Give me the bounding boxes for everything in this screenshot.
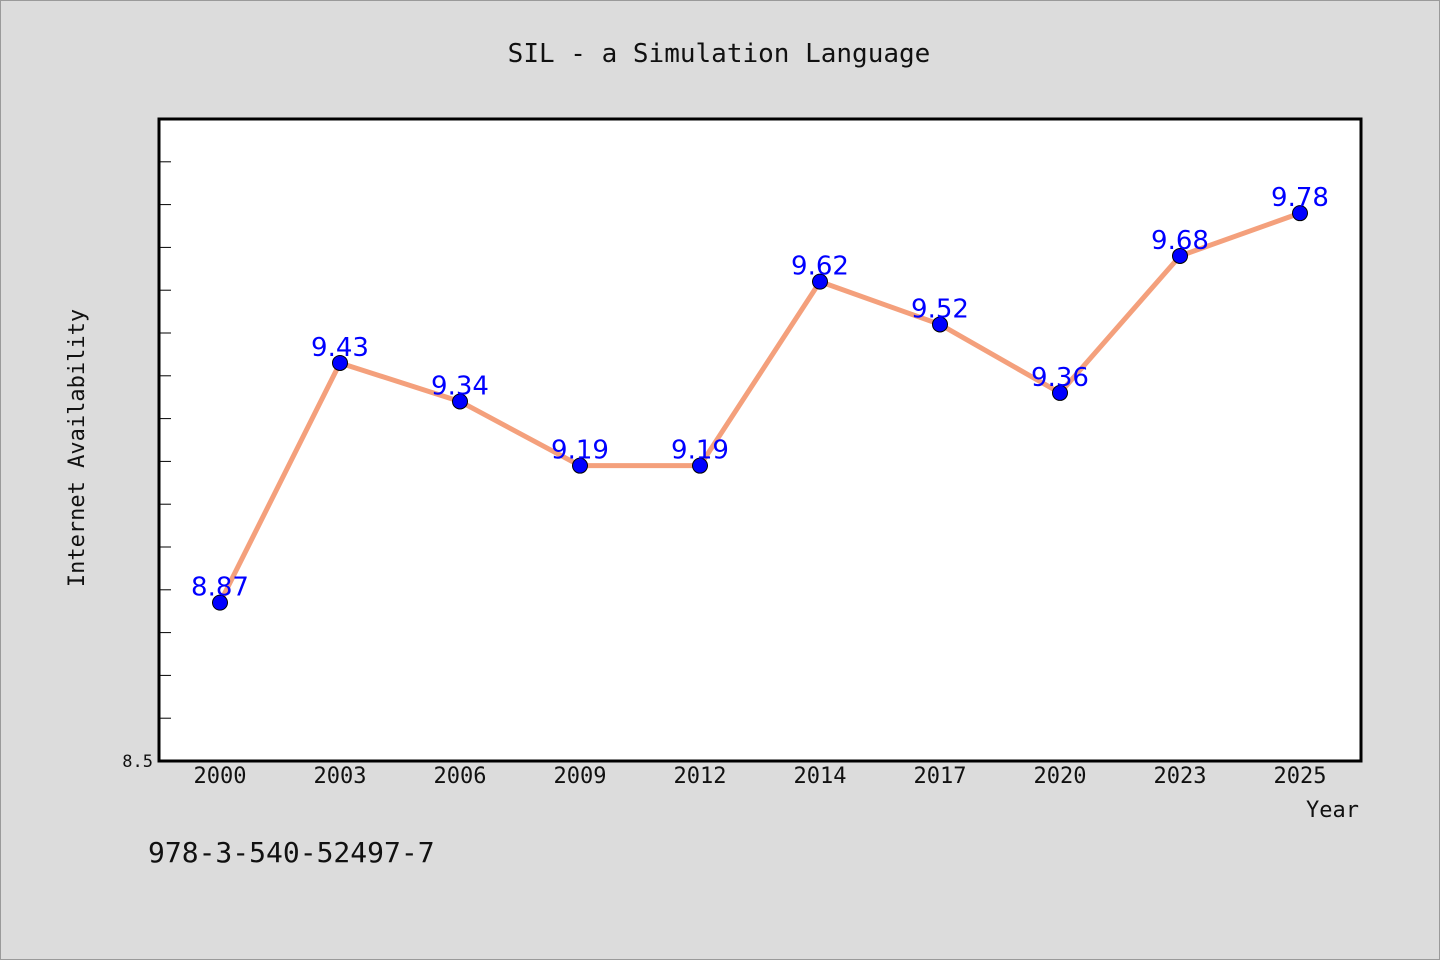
x-tick-label: 2023 <box>1154 764 1207 789</box>
data-point <box>572 457 588 474</box>
data-point <box>1052 384 1068 401</box>
data-point <box>452 393 468 410</box>
x-tick-label: 2009 <box>554 764 607 789</box>
data-point <box>1172 247 1188 264</box>
plot-area <box>157 117 1363 763</box>
data-point <box>332 354 348 371</box>
x-tick-label: 2014 <box>794 764 847 789</box>
x-tick-label: 2020 <box>1034 764 1087 789</box>
data-label: 9.62 <box>791 252 849 282</box>
data-label: 9.19 <box>551 436 609 466</box>
y-tick-label: 8.5 <box>122 752 153 772</box>
data-label: 9.34 <box>431 371 489 401</box>
y-axis-ticks <box>159 161 171 719</box>
x-axis-tick-labels: 2000 2003 2006 2009 2012 2014 2017 2020 2023 2025 <box>194 764 1327 789</box>
data-label: 9.19 <box>671 436 729 466</box>
data-point <box>1292 205 1308 222</box>
x-tick-label: 2012 <box>674 764 727 789</box>
series-line <box>217 210 1301 604</box>
data-label: 9.36 <box>1031 363 1089 393</box>
data-point <box>212 594 228 611</box>
x-tick-label: 2025 <box>1274 764 1327 789</box>
data-label: 9.78 <box>1271 183 1329 213</box>
data-label: 9.43 <box>311 333 369 363</box>
data-point <box>932 316 948 333</box>
data-label: 9.52 <box>911 294 969 324</box>
x-tick-label: 2000 <box>194 764 247 789</box>
x-axis-label: Year <box>1306 798 1359 823</box>
footer-code: 978-3-540-52497-7 <box>148 836 435 869</box>
x-tick-label: 2003 <box>314 764 367 789</box>
data-label: 9.68 <box>1151 226 1209 256</box>
series-markers <box>212 205 1308 611</box>
x-tick-label: 2006 <box>434 764 487 789</box>
data-point <box>812 273 828 290</box>
x-tick-label: 2017 <box>914 764 967 789</box>
data-label: 8.87 <box>191 573 249 603</box>
chart-title: SIL - a Simulation Language <box>508 39 931 69</box>
data-labels: 8.87 9.43 9.34 9.19 9.19 9.62 9.52 9.36 9.68 9.78 <box>191 183 1329 602</box>
y-axis-label: Internet Availability <box>65 309 90 587</box>
data-point <box>692 457 708 474</box>
